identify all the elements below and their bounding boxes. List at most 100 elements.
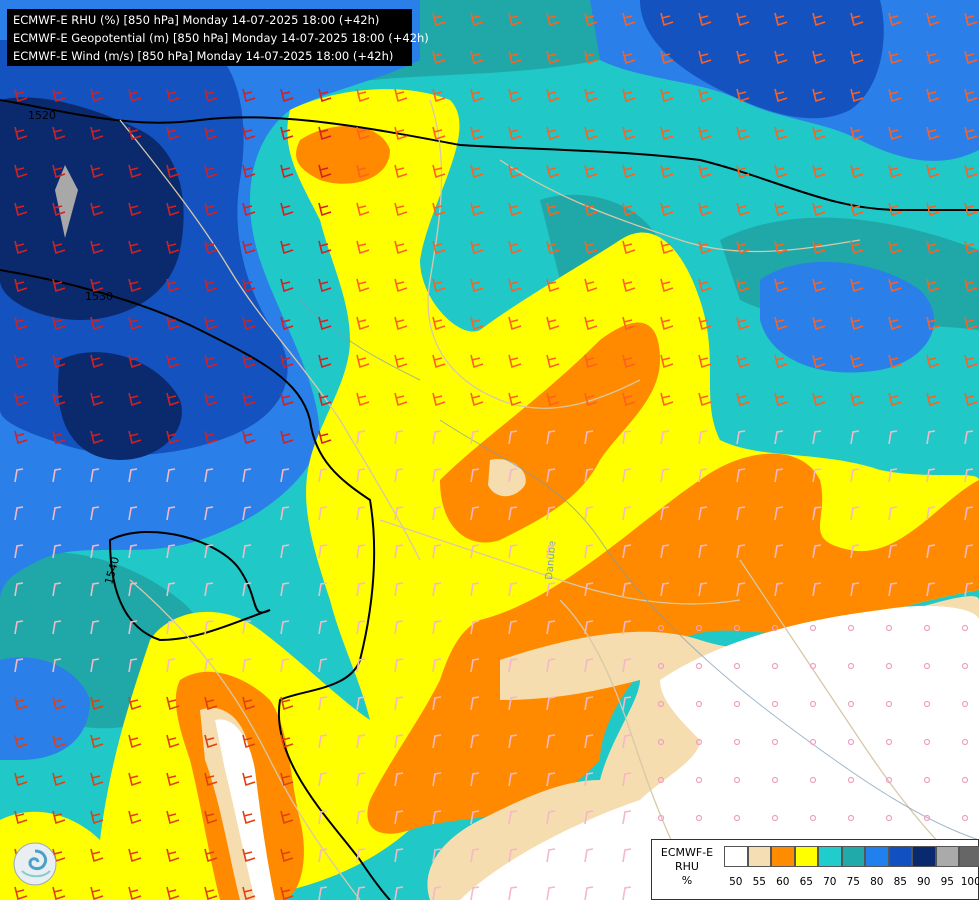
wind-barb xyxy=(508,848,518,863)
wind-barb xyxy=(888,392,902,407)
wind-barb xyxy=(356,886,366,900)
wind-barb xyxy=(546,354,560,369)
wind-barb xyxy=(280,468,290,483)
title-line-rhu: ECMWF-E RHU (%) [850 hPa] Monday 14-07-2… xyxy=(13,13,380,27)
wind-barb xyxy=(394,506,404,521)
wind-barb xyxy=(584,126,598,141)
wind-barb xyxy=(850,354,864,369)
wind-barb xyxy=(52,164,66,179)
wind-barb xyxy=(166,848,180,863)
legend-swatch xyxy=(935,846,959,867)
wind-barb xyxy=(394,316,408,331)
wind-barb xyxy=(470,240,484,255)
legend-tick-label: 70 xyxy=(823,876,837,888)
wind-barb xyxy=(847,700,855,708)
wind-barb xyxy=(242,278,256,293)
wind-barb xyxy=(318,582,328,597)
wind-barb xyxy=(584,88,598,103)
wind-barb xyxy=(52,582,62,597)
wind-barb xyxy=(888,240,902,255)
wind-barb xyxy=(394,88,408,103)
wind-barb xyxy=(394,810,404,825)
wind-barb xyxy=(394,658,404,673)
wind-barb xyxy=(52,240,66,255)
wind-barb xyxy=(470,506,480,521)
wind-barb xyxy=(242,886,256,900)
wind-barb xyxy=(432,506,442,521)
wind-barb xyxy=(885,662,893,670)
wind-barb xyxy=(470,468,480,483)
wind-barb xyxy=(280,240,294,255)
wind-barb xyxy=(432,50,446,65)
wind-barb xyxy=(432,316,446,331)
wind-barb xyxy=(432,126,446,141)
wind-barb xyxy=(546,164,560,179)
wind-barb xyxy=(660,278,674,293)
wind-barb xyxy=(698,316,712,331)
wind-barb xyxy=(52,430,66,445)
wind-barb xyxy=(14,582,24,597)
wind-barb xyxy=(850,392,864,407)
wind-barb xyxy=(204,620,214,635)
wind-barb xyxy=(584,50,598,65)
wind-barb xyxy=(508,734,518,749)
wind-barb xyxy=(90,582,100,597)
wind-barb xyxy=(657,624,665,632)
wind-barb xyxy=(850,544,860,559)
wind-barb xyxy=(736,278,750,293)
wind-barb xyxy=(812,12,826,27)
wind-barb xyxy=(394,886,404,900)
wind-barb xyxy=(961,776,969,784)
wind-barb xyxy=(964,88,978,103)
wind-barb xyxy=(698,88,712,103)
wind-barb xyxy=(964,506,974,521)
wind-barb xyxy=(280,658,290,673)
wind-barb xyxy=(847,776,855,784)
wind-barb xyxy=(774,50,788,65)
wind-barb xyxy=(736,240,750,255)
wind-barb xyxy=(812,50,826,65)
wind-barb xyxy=(242,544,252,559)
wind-barb xyxy=(695,624,703,632)
wind-barb xyxy=(964,164,978,179)
wind-barb xyxy=(280,202,294,217)
wind-barb xyxy=(622,316,636,331)
wind-barb xyxy=(52,202,66,217)
wind-barb xyxy=(128,278,142,293)
wind-barb xyxy=(470,848,480,863)
wind-barb xyxy=(470,316,484,331)
wind-barb xyxy=(812,240,826,255)
wind-barb xyxy=(204,810,218,825)
wind-barb xyxy=(926,354,940,369)
wind-barb xyxy=(280,506,290,521)
wind-barb xyxy=(318,544,328,559)
wind-barb xyxy=(964,278,978,293)
wind-barb xyxy=(204,164,218,179)
wind-barb xyxy=(204,772,218,787)
wind-barb xyxy=(470,12,484,27)
wind-barb xyxy=(432,772,442,787)
wind-barb xyxy=(432,886,442,900)
wind-barb xyxy=(508,164,522,179)
wind-barb xyxy=(774,164,788,179)
wind-barb xyxy=(584,392,598,407)
wind-barb xyxy=(242,316,256,331)
wind-barb xyxy=(733,814,741,822)
wind-barb xyxy=(698,430,708,445)
wind-barb xyxy=(546,468,556,483)
wind-barb xyxy=(166,316,180,331)
wind-barb xyxy=(204,582,214,597)
wind-barb xyxy=(926,392,940,407)
wind-barb xyxy=(470,886,480,900)
wind-barb xyxy=(432,658,442,673)
wind-barb xyxy=(850,126,864,141)
wind-barb xyxy=(622,202,636,217)
wind-barb xyxy=(885,738,893,746)
wind-barb xyxy=(128,392,142,407)
title-line-geopotential: ECMWF-E Geopotential (m) [850 hPa] Monda… xyxy=(13,31,429,45)
wind-barb xyxy=(584,12,598,27)
wind-barb xyxy=(90,316,104,331)
wind-barb xyxy=(52,392,66,407)
wind-barb xyxy=(812,88,826,103)
wind-barb xyxy=(695,738,703,746)
